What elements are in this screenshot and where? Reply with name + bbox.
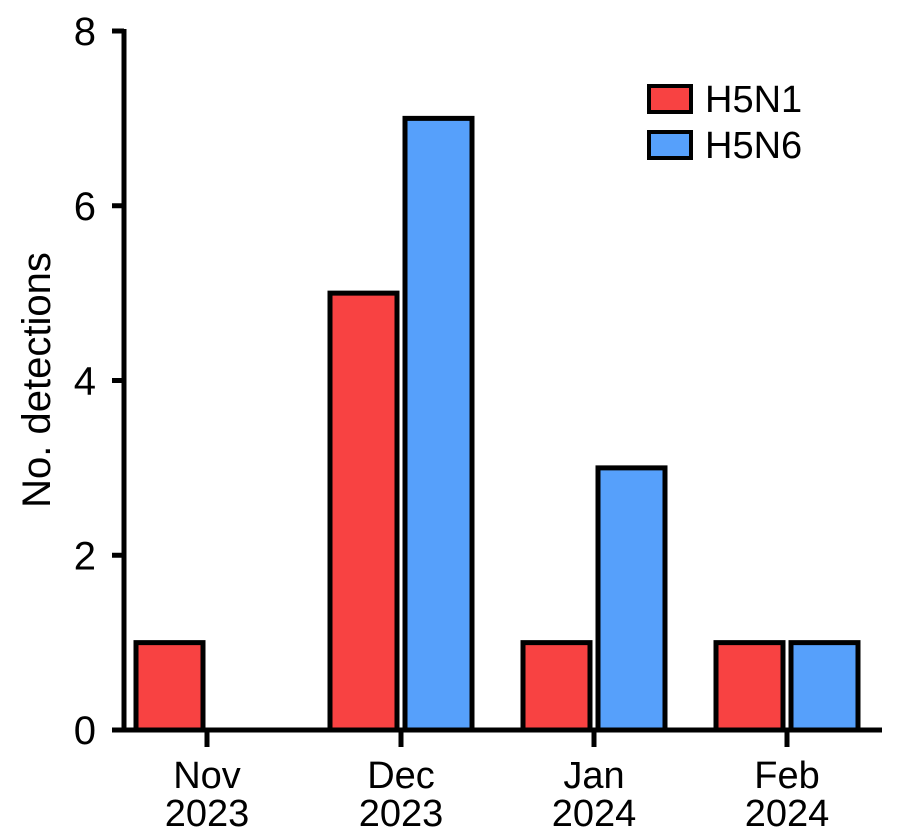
y-ticks: 0 2 4 6 8 [74, 10, 124, 753]
y-tick-label: 8 [74, 10, 96, 54]
x-tick-label-month: Dec [367, 755, 435, 797]
x-tick-label-year: 2023 [359, 793, 444, 835]
y-tick-label: 6 [74, 185, 96, 229]
legend-label-h5n1: H5N1 [705, 79, 802, 121]
legend-label-h5n6: H5N6 [705, 125, 802, 167]
bar-h5n6-dec-2023 [402, 115, 475, 733]
y-tick-label: 4 [74, 360, 96, 404]
x-tick-label-year: 2023 [165, 793, 250, 835]
bar-h5n1-jan-2024 [520, 640, 593, 733]
x-tick-label-year: 2024 [552, 793, 637, 835]
y-tick-label: 2 [74, 534, 96, 578]
bar-h5n1-dec-2023 [327, 290, 400, 733]
x-tick-label-month: Jan [563, 755, 624, 797]
bar-h5n6-jan-2024 [595, 465, 668, 733]
legend-swatch-h5n6 [647, 130, 693, 160]
x-tick-label-month: Feb [754, 755, 819, 797]
y-tick-label: 0 [74, 709, 96, 753]
bar-h5n1-feb-2024 [713, 640, 786, 733]
y-axis-label: No. detections [15, 252, 59, 508]
x-tick-label-month: Nov [173, 755, 241, 797]
bars-layer [133, 115, 861, 733]
legend-swatch-h5n1 [647, 84, 693, 114]
x-tick-label-year: 2024 [745, 793, 830, 835]
bar-h5n1-nov-2023 [133, 640, 206, 733]
bar-h5n6-feb-2024 [788, 640, 861, 733]
